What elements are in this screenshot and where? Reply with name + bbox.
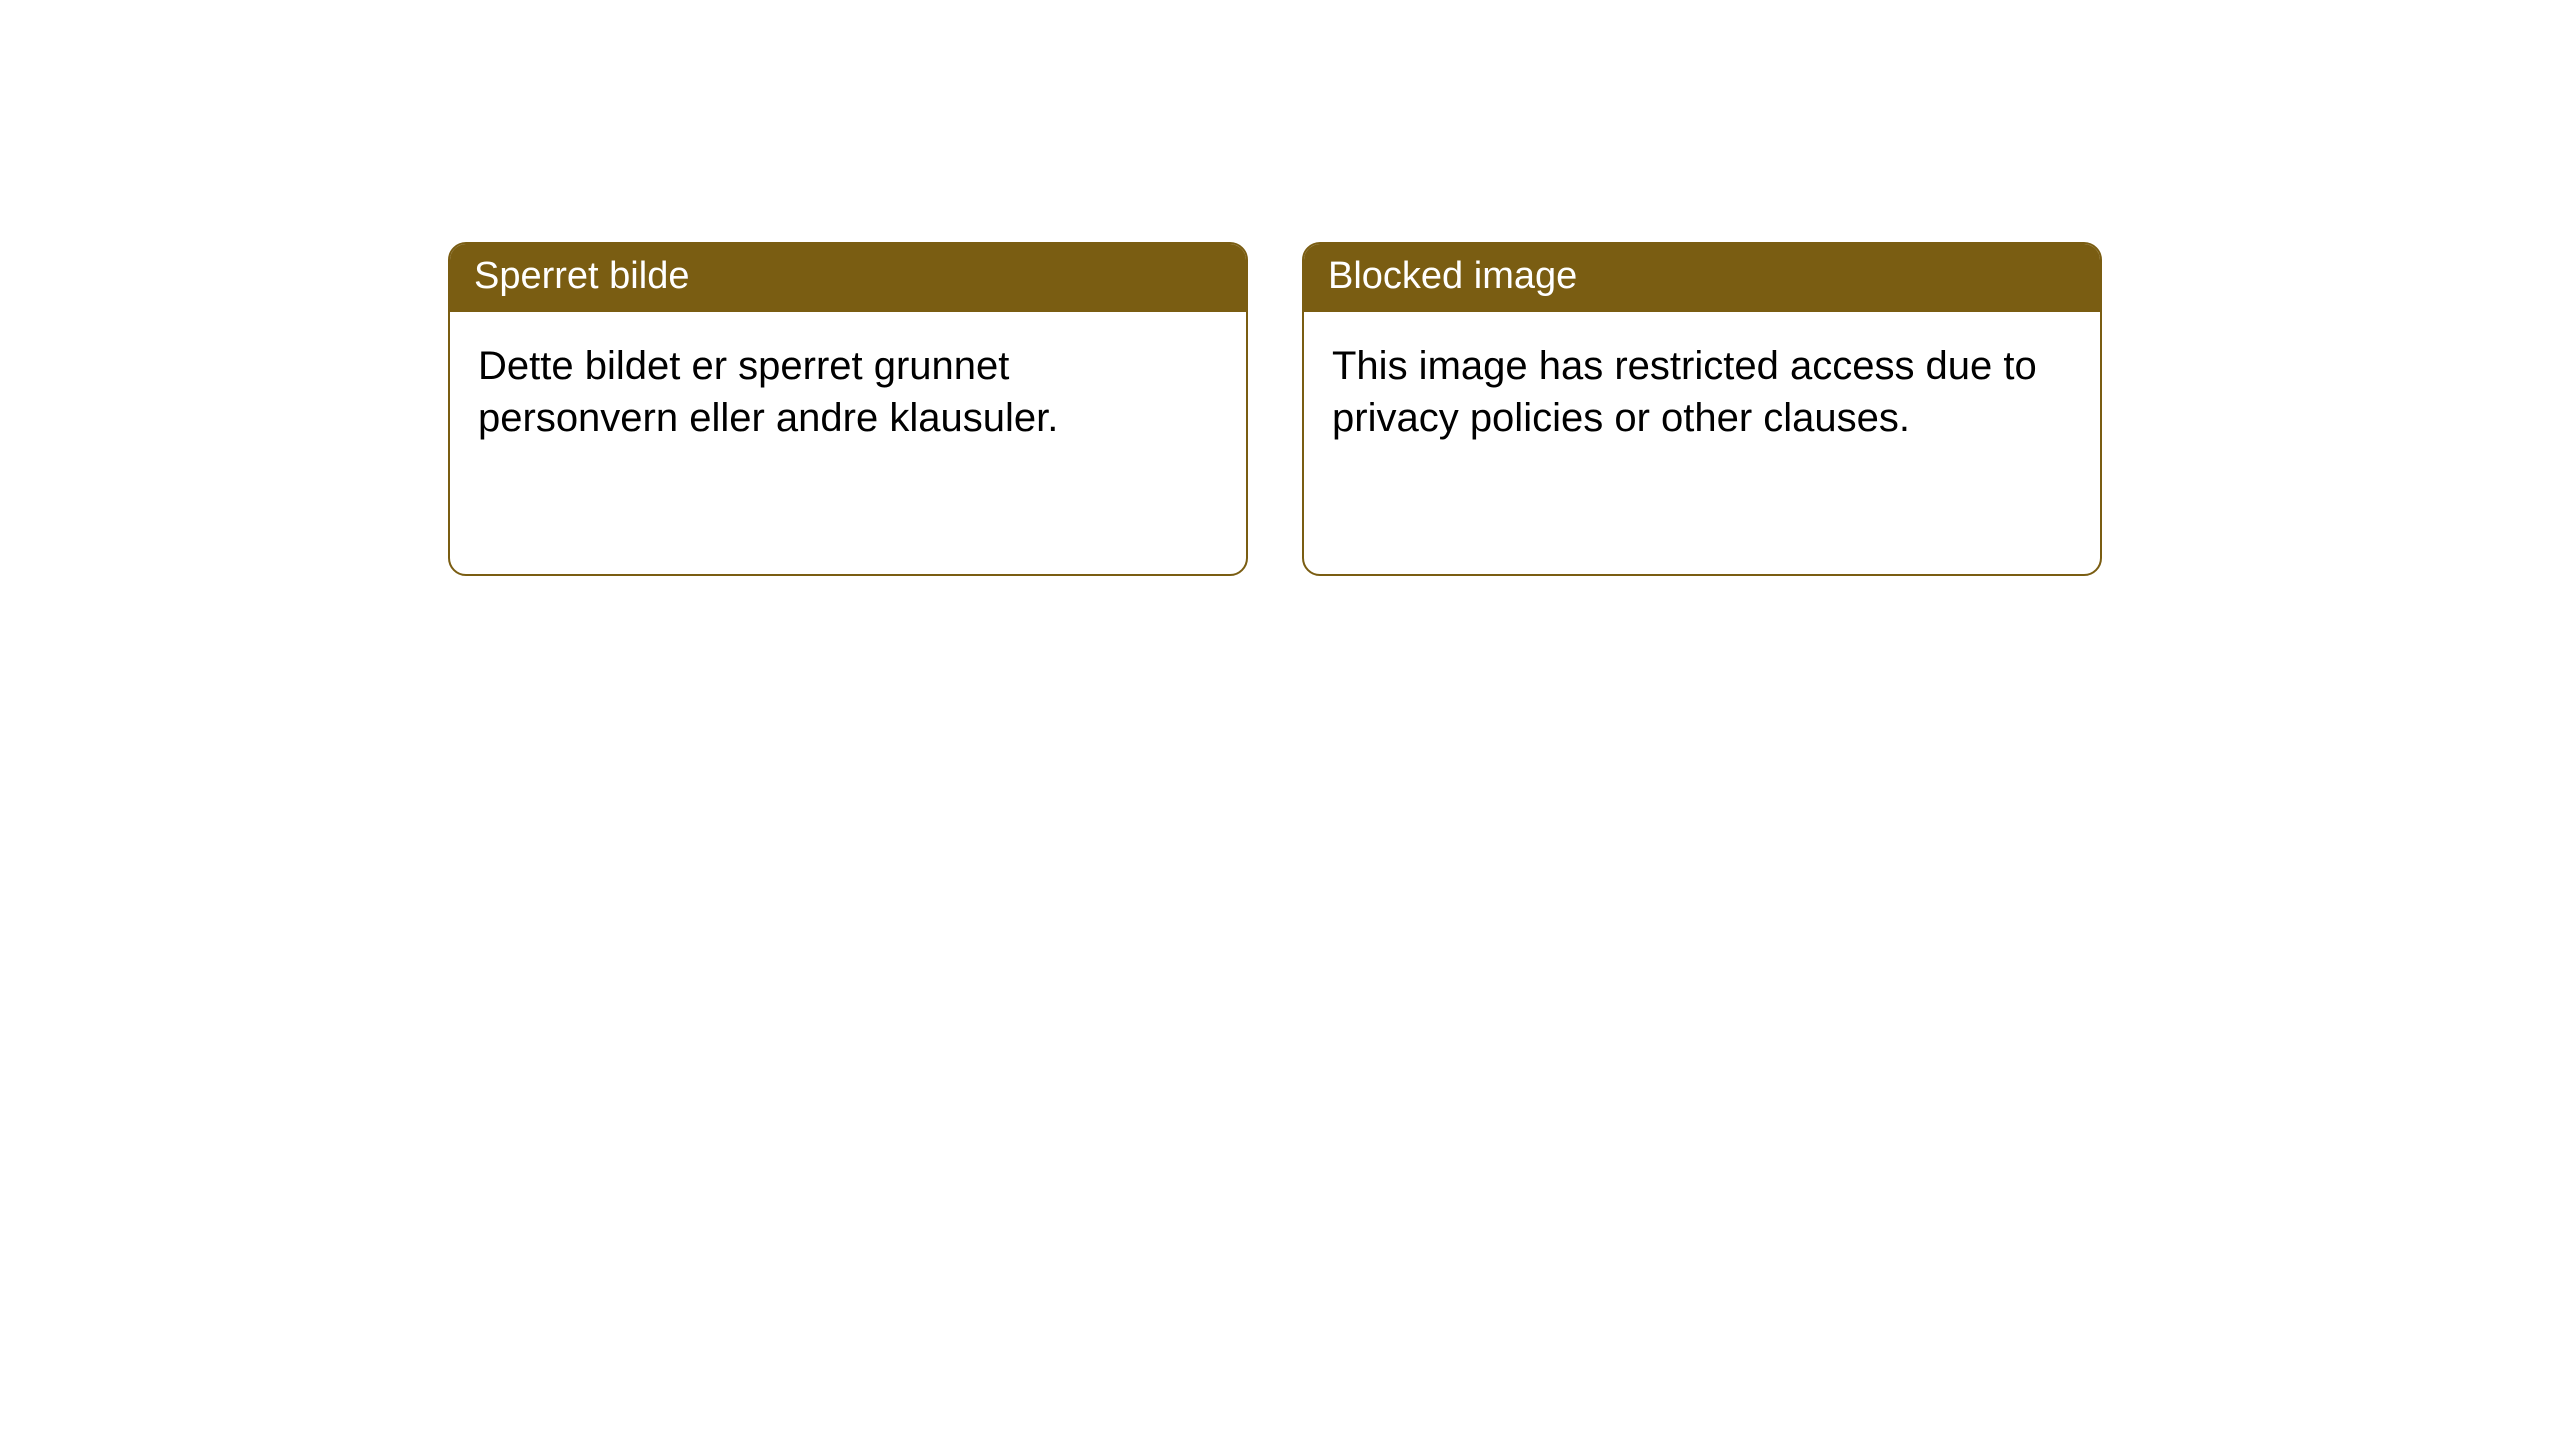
card-body-norwegian: Dette bildet er sperret grunnet personve…	[450, 312, 1246, 472]
card-message: Dette bildet er sperret grunnet personve…	[478, 344, 1058, 440]
notice-card-english: Blocked image This image has restricted …	[1302, 242, 2102, 576]
card-title: Sperret bilde	[474, 255, 689, 297]
notice-container: Sperret bilde Dette bildet er sperret gr…	[448, 242, 2102, 576]
card-body-english: This image has restricted access due to …	[1304, 312, 2100, 472]
card-message: This image has restricted access due to …	[1332, 344, 2037, 440]
notice-card-norwegian: Sperret bilde Dette bildet er sperret gr…	[448, 242, 1248, 576]
card-header-norwegian: Sperret bilde	[450, 244, 1246, 312]
card-title: Blocked image	[1328, 255, 1577, 297]
card-header-english: Blocked image	[1304, 244, 2100, 312]
